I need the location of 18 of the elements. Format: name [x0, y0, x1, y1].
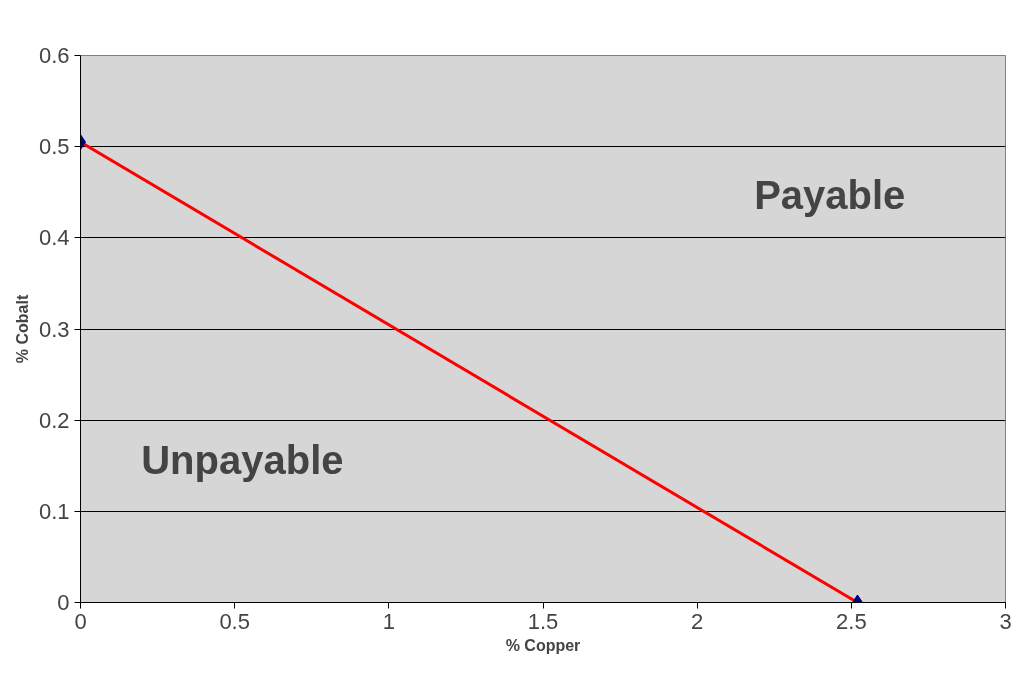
y-tick-label: 0 — [57, 590, 70, 615]
x-tick-label: 2.5 — [836, 608, 867, 634]
y-tick-label: 0.3 — [38, 316, 70, 342]
y-tick-label: 0.1 — [38, 498, 70, 524]
x-tick-label: 0 — [74, 608, 87, 634]
annotation: Payable — [754, 172, 906, 217]
x-tick-label: 2 — [691, 608, 704, 634]
y-tick-label: 0.4 — [38, 225, 70, 251]
y-tick-label: 0.5 — [38, 134, 70, 160]
x-tick-label: 1 — [382, 608, 395, 634]
x-axis-title: % Copper — [505, 636, 581, 654]
y-tick-label: 0.2 — [38, 407, 70, 433]
x-tick-label: 1.5 — [527, 608, 559, 634]
x-tick-label: 0.5 — [219, 608, 250, 634]
y-axis-title: % Cobalt — [13, 294, 31, 364]
y-tick-label: 0.6 — [38, 43, 70, 68]
x-tick-label: 3 — [999, 608, 1012, 634]
annotation: Unpayable — [141, 438, 344, 483]
